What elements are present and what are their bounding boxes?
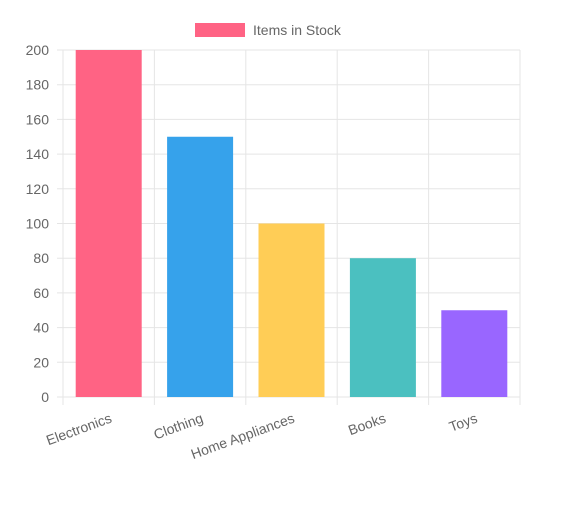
bar-home-appliances[interactable]	[258, 223, 325, 398]
x-tick-label: Books	[346, 410, 388, 438]
y-tick-label: 160	[26, 111, 50, 127]
legend[interactable]: Items in Stock	[195, 22, 342, 38]
y-axis-ticks: 0 20 40 60 80 100 120 140 160 180 200	[26, 42, 50, 405]
bars	[75, 50, 508, 398]
y-tick-label: 60	[33, 285, 49, 301]
legend-label: Items in Stock	[253, 22, 342, 38]
legend-swatch	[195, 23, 245, 37]
y-tick-label: 80	[33, 250, 49, 266]
y-tick-label: 120	[26, 181, 50, 197]
y-tick-label: 40	[33, 320, 49, 336]
x-tick-label: Electronics	[44, 410, 114, 448]
y-tick-label: 180	[26, 77, 50, 93]
bar-books[interactable]	[349, 258, 416, 397]
x-tick-label: Home Appliances	[189, 410, 297, 462]
y-tick-label: 140	[26, 146, 50, 162]
y-tick-label: 20	[33, 354, 49, 370]
bar-electronics[interactable]	[75, 50, 142, 397]
y-tick-label: 0	[41, 389, 49, 405]
bar-toys[interactable]	[441, 310, 508, 397]
y-tick-label: 100	[26, 216, 50, 232]
x-tick-label: Clothing	[151, 410, 205, 443]
bar-clothing[interactable]	[167, 136, 234, 397]
y-tick-label: 200	[26, 42, 50, 58]
x-tick-label: Toys	[447, 410, 480, 435]
